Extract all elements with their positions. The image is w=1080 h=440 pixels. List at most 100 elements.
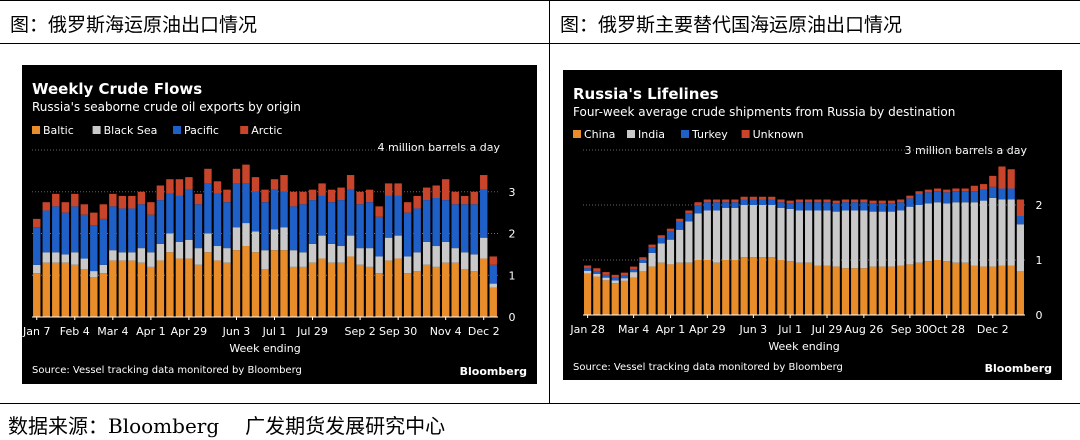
y-tick-label: 2 xyxy=(1036,199,1043,212)
bar-arctic xyxy=(346,175,355,190)
bar-china xyxy=(630,277,638,315)
right-panel-caption: 图：俄罗斯主要替代国海运原油出口情况 xyxy=(560,14,903,36)
bar-turkey xyxy=(814,202,822,211)
russias-lifelines-chart: Russia's Lifelines Four-week average crud… xyxy=(563,70,1062,380)
bar-black-sea xyxy=(451,248,459,263)
bar-india xyxy=(712,210,721,263)
x-tick-label: Jun 3 xyxy=(222,325,251,338)
bar-china xyxy=(814,265,822,315)
bar-arctic xyxy=(375,206,383,217)
bar-china xyxy=(805,262,813,315)
bar-arctic xyxy=(308,189,317,201)
bar-black-sea xyxy=(346,235,355,257)
source-note: Source: Vessel tracking data monitored b… xyxy=(32,365,302,376)
bar-turkey xyxy=(703,202,711,211)
bar-india xyxy=(584,271,592,274)
panel-divider xyxy=(549,0,550,404)
bar-unknown xyxy=(1007,169,1015,189)
bar-china xyxy=(989,266,997,315)
bar-baltic xyxy=(194,264,203,317)
bar-unknown xyxy=(869,200,877,204)
bar-unknown xyxy=(758,196,767,200)
bar-india xyxy=(795,210,803,263)
bar-pacific xyxy=(175,195,184,242)
y-tick-label: 1 xyxy=(1036,254,1043,267)
bar-black-sea xyxy=(109,250,117,261)
bar-china xyxy=(924,261,932,315)
bar-china xyxy=(712,262,721,315)
left-panel-caption: 图：俄罗斯海运原油出口情况 xyxy=(10,14,258,36)
bar-black-sea xyxy=(52,252,60,263)
bar-baltic xyxy=(270,250,279,317)
bar-black-sea xyxy=(261,250,269,269)
bar-black-sea xyxy=(470,254,478,272)
bar-arctic xyxy=(42,202,50,211)
legend-swatch-india xyxy=(627,130,635,138)
bar-unknown xyxy=(703,199,711,203)
bar-pacific xyxy=(394,195,402,236)
bar-turkey xyxy=(979,189,988,201)
y-tick-label: 3 xyxy=(509,186,516,199)
bar-pacific xyxy=(403,212,412,257)
legend-label-black-sea: Black Sea xyxy=(104,124,158,137)
bar-black-sea xyxy=(137,248,146,263)
bar-pacific xyxy=(422,200,431,242)
bar-baltic xyxy=(147,266,155,317)
bar-china xyxy=(915,262,923,315)
bar-pacific xyxy=(147,214,155,253)
bar-india xyxy=(851,210,859,269)
bar-baltic xyxy=(375,273,383,317)
bar-china xyxy=(1016,271,1024,315)
bar-baltic xyxy=(99,273,108,317)
bar-black-sea xyxy=(42,252,50,263)
bar-unknown xyxy=(722,199,730,203)
bar-baltic xyxy=(489,287,497,317)
bar-baltic xyxy=(413,271,421,317)
bar-unknown xyxy=(611,274,619,278)
source-label: 数据来源：Bloomberg xyxy=(8,414,220,438)
bar-unknown xyxy=(620,272,629,276)
bar-china xyxy=(731,260,739,315)
bar-unknown xyxy=(593,268,601,271)
bar-black-sea xyxy=(185,239,193,259)
bar-unknown xyxy=(897,199,905,203)
bar-unknown xyxy=(1016,199,1024,216)
x-tick-label: Feb 4 xyxy=(60,325,90,338)
bar-pacific xyxy=(413,208,421,253)
bar-pacific xyxy=(337,200,345,247)
bar-india xyxy=(979,200,988,267)
bar-arctic xyxy=(299,191,307,205)
bar-black-sea xyxy=(489,283,497,288)
bar-pacific xyxy=(52,206,60,253)
legend-label-turkey: Turkey xyxy=(691,128,728,141)
x-tick-label: Jan 7 xyxy=(22,325,50,338)
bar-black-sea xyxy=(289,250,298,267)
bar-turkey xyxy=(685,213,693,222)
bar-india xyxy=(832,211,840,267)
x-tick-label: Jan 28 xyxy=(569,323,604,336)
bar-baltic xyxy=(289,266,298,317)
bar-black-sea xyxy=(394,235,402,259)
bar-pacific xyxy=(289,206,298,251)
bar-baltic xyxy=(33,273,41,317)
bar-pacific xyxy=(441,200,450,242)
bar-turkey xyxy=(970,191,978,203)
bar-arctic xyxy=(327,189,336,203)
bar-baltic xyxy=(204,252,212,317)
x-tick-label: Dec 2 xyxy=(468,325,500,338)
bar-baltic xyxy=(137,262,146,317)
bar-india xyxy=(685,221,693,263)
bar-unknown xyxy=(924,189,932,193)
bar-unknown xyxy=(952,188,960,192)
bar-black-sea xyxy=(204,233,212,253)
bar-arctic xyxy=(280,175,288,192)
bar-india xyxy=(694,213,702,260)
x-tick-label: Sep 30 xyxy=(379,325,417,338)
bar-pacific xyxy=(71,206,79,253)
bar-baltic xyxy=(299,266,307,317)
x-tick-label: Apr 1 xyxy=(656,323,686,336)
bar-china xyxy=(722,260,730,315)
legend-label-arctic: Arctic xyxy=(251,124,282,137)
y-tick-label: 0 xyxy=(509,311,516,324)
bar-india xyxy=(676,229,684,263)
